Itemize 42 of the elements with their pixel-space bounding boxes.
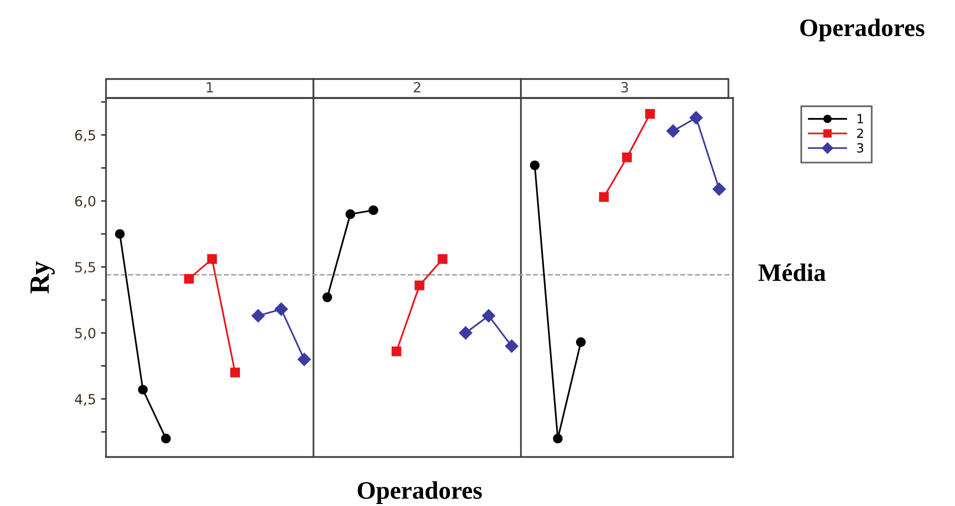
point — [505, 340, 518, 353]
point — [666, 124, 680, 138]
text: 1 — [206, 82, 213, 92]
text: 3 — [621, 82, 628, 93]
point — [368, 205, 378, 216]
point — [459, 326, 472, 340]
point — [622, 152, 632, 162]
legend-label: 1 — [858, 114, 864, 124]
legend-label: 2 — [857, 128, 863, 138]
point — [599, 192, 609, 202]
y-tick-label: 6,0 — [75, 196, 96, 208]
point — [322, 292, 332, 302]
point — [138, 384, 148, 395]
point — [392, 346, 402, 356]
point — [161, 434, 171, 444]
point — [230, 368, 240, 378]
y-tick-label: 5,5 — [75, 262, 96, 274]
point — [552, 434, 563, 444]
text: 2 — [414, 82, 420, 92]
point — [114, 229, 125, 239]
point — [207, 254, 217, 264]
point — [530, 160, 540, 170]
point — [482, 309, 496, 322]
y-tick-label: 5,0 — [75, 328, 96, 340]
point — [438, 254, 448, 264]
point — [274, 302, 288, 316]
point — [576, 337, 586, 348]
y-tick-label: 6,5 — [75, 130, 96, 142]
ref-line-label: Média — [758, 264, 826, 282]
point — [184, 274, 194, 284]
legend-title: Operadores — [800, 18, 924, 42]
point — [298, 352, 311, 366]
point — [252, 309, 265, 322]
y-tick-label: 4,5 — [74, 394, 96, 406]
point — [645, 108, 655, 119]
point — [345, 209, 356, 220]
legend-label: 3 — [857, 143, 864, 153]
y-axis-title: Ry — [30, 261, 55, 294]
x-axis-title: Operadores — [358, 481, 482, 504]
point — [690, 111, 703, 124]
point — [712, 182, 726, 196]
point — [414, 280, 424, 290]
